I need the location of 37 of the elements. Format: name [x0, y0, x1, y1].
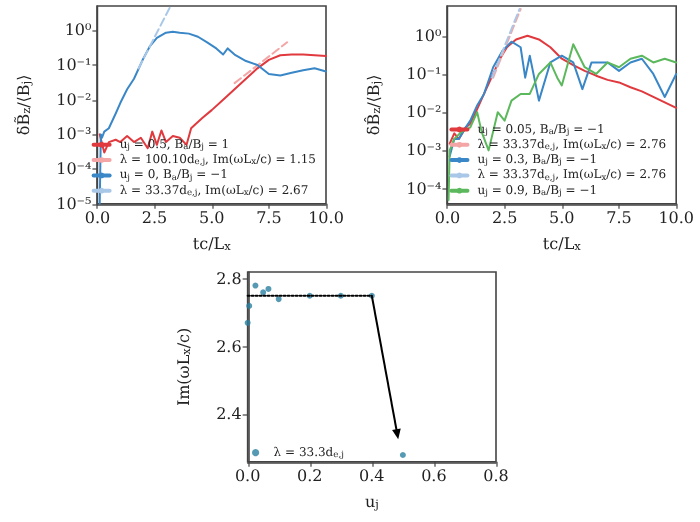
x-tick-label: 0.0	[234, 466, 261, 485]
x-tick-label: 2.5	[141, 208, 168, 227]
x-tick-label: 0.6	[421, 466, 447, 485]
x-tick-label: 0.0	[84, 208, 111, 227]
x-tick-label: 0.4	[359, 466, 385, 485]
y-tick-label: 10⁻²	[406, 103, 442, 122]
y-tick-label: 10⁻¹	[56, 55, 92, 74]
x-tick-label: 5.0	[198, 208, 225, 227]
point	[260, 289, 267, 296]
y-tick-label: 10⁻⁵	[56, 194, 92, 213]
x-tick-label: 10.0	[658, 208, 694, 227]
point	[275, 296, 282, 303]
y-tick-label: 10⁻²	[56, 90, 92, 109]
x-tick-label: 5.0	[549, 208, 575, 227]
x-tick-label: 7.5	[256, 208, 282, 227]
x-tick-label: 0.0	[434, 208, 461, 227]
x-tick-label: 7.5	[606, 208, 632, 227]
x-tick-label: 10.0	[308, 208, 344, 227]
point	[244, 319, 251, 326]
y-tick-label: 2.4	[216, 405, 242, 424]
x-tick-label: 0.2	[297, 466, 323, 485]
y-tick-label: 10⁻⁴	[56, 160, 92, 179]
y-tick-label: 10⁰	[414, 26, 442, 45]
point	[399, 452, 406, 459]
point	[265, 285, 272, 292]
x-tick-label: 2.5	[491, 208, 518, 227]
y-tick-label: 10⁰	[64, 21, 92, 40]
x-tick-label: 0.8	[483, 466, 509, 485]
y-tick-label: 10⁻³	[56, 125, 92, 144]
line-series	[98, 53, 327, 154]
y-tick-label: 10⁻⁴	[406, 179, 442, 198]
y-tick-label: 2.6	[216, 337, 242, 356]
y-tick-label: 10⁻³	[406, 141, 442, 160]
y-tick-label: 10⁻¹	[406, 64, 442, 83]
point	[246, 302, 253, 309]
point	[252, 282, 259, 289]
y-tick-label: 2.8	[216, 269, 242, 288]
